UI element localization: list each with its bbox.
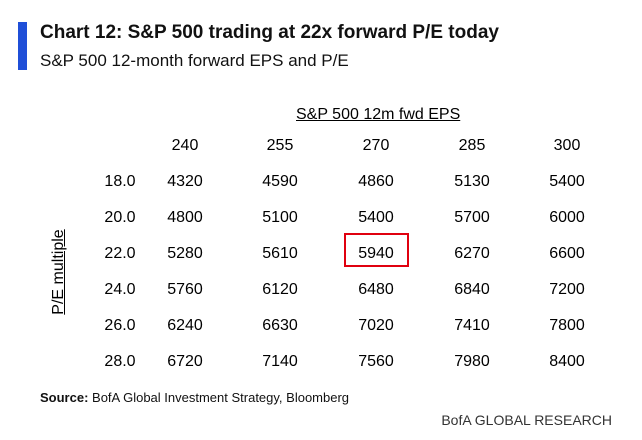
table-cell: 5760: [167, 281, 203, 298]
table-cell: 5400: [549, 173, 585, 190]
table-cell: 7200: [549, 281, 585, 298]
table-cell: 8400: [549, 353, 585, 370]
table-cell: 5700: [454, 209, 490, 226]
table-cell: 6240: [167, 317, 203, 334]
table-cell: 7020: [358, 317, 394, 334]
column-header-255: 255: [266, 137, 294, 154]
row-header-20.0: 20.0: [104, 209, 136, 226]
table-cell: 6720: [167, 353, 203, 370]
highlighted-cell-box: [344, 233, 409, 267]
chart-title: Chart 12: S&P 500 trading at 22x forward…: [40, 22, 499, 43]
table-cell: 7800: [549, 317, 585, 334]
title-accent-bar: [18, 22, 27, 70]
table-cell: 6630: [262, 317, 298, 334]
table-cell: 4860: [358, 173, 394, 190]
source-label: Source:: [40, 390, 89, 405]
chart-subtitle: S&P 500 12-month forward EPS and P/E: [40, 51, 349, 70]
brand-label: BofA GLOBAL RESEARCH: [441, 412, 612, 428]
table-cell: 7140: [262, 353, 298, 370]
column-group-label: S&P 500 12m fwd EPS: [296, 106, 461, 123]
column-header-285: 285: [458, 137, 486, 154]
table-cell: 4800: [167, 209, 203, 226]
source-text: BofA Global Investment Strategy, Bloombe…: [88, 390, 350, 405]
table-cell: 6600: [549, 245, 585, 262]
column-header-270: 270: [362, 137, 390, 154]
table-cell: 5130: [454, 173, 490, 190]
table-cell: 5100: [262, 209, 298, 226]
table-cell: 6120: [262, 281, 298, 298]
table-cell: 5280: [167, 245, 203, 262]
column-header-240: 240: [171, 137, 199, 154]
table-cell: 7560: [358, 353, 394, 370]
row-header-18.0: 18.0: [104, 173, 136, 190]
table-cell: 6840: [454, 281, 490, 298]
table-cell: 7410: [454, 317, 490, 334]
table-cell: 5610: [262, 245, 298, 262]
source-note: Source: BofA Global Investment Strategy,…: [40, 390, 349, 405]
table-cell: 5940: [358, 245, 394, 262]
table-cell: 6000: [549, 209, 585, 226]
row-header-26.0: 26.0: [104, 317, 136, 334]
row-header-28.0: 28.0: [104, 353, 136, 370]
table-cell: 7980: [454, 353, 490, 370]
table-cell: 4320: [167, 173, 203, 190]
table-cell: 6270: [454, 245, 490, 262]
row-group-label: P/E multiple: [50, 229, 67, 315]
row-header-22.0: 22.0: [104, 245, 136, 262]
table-cell: 6480: [358, 281, 394, 298]
row-header-24.0: 24.0: [104, 281, 136, 298]
column-header-300: 300: [553, 137, 581, 154]
table-cell: 5400: [358, 209, 394, 226]
table-cell: 4590: [262, 173, 298, 190]
